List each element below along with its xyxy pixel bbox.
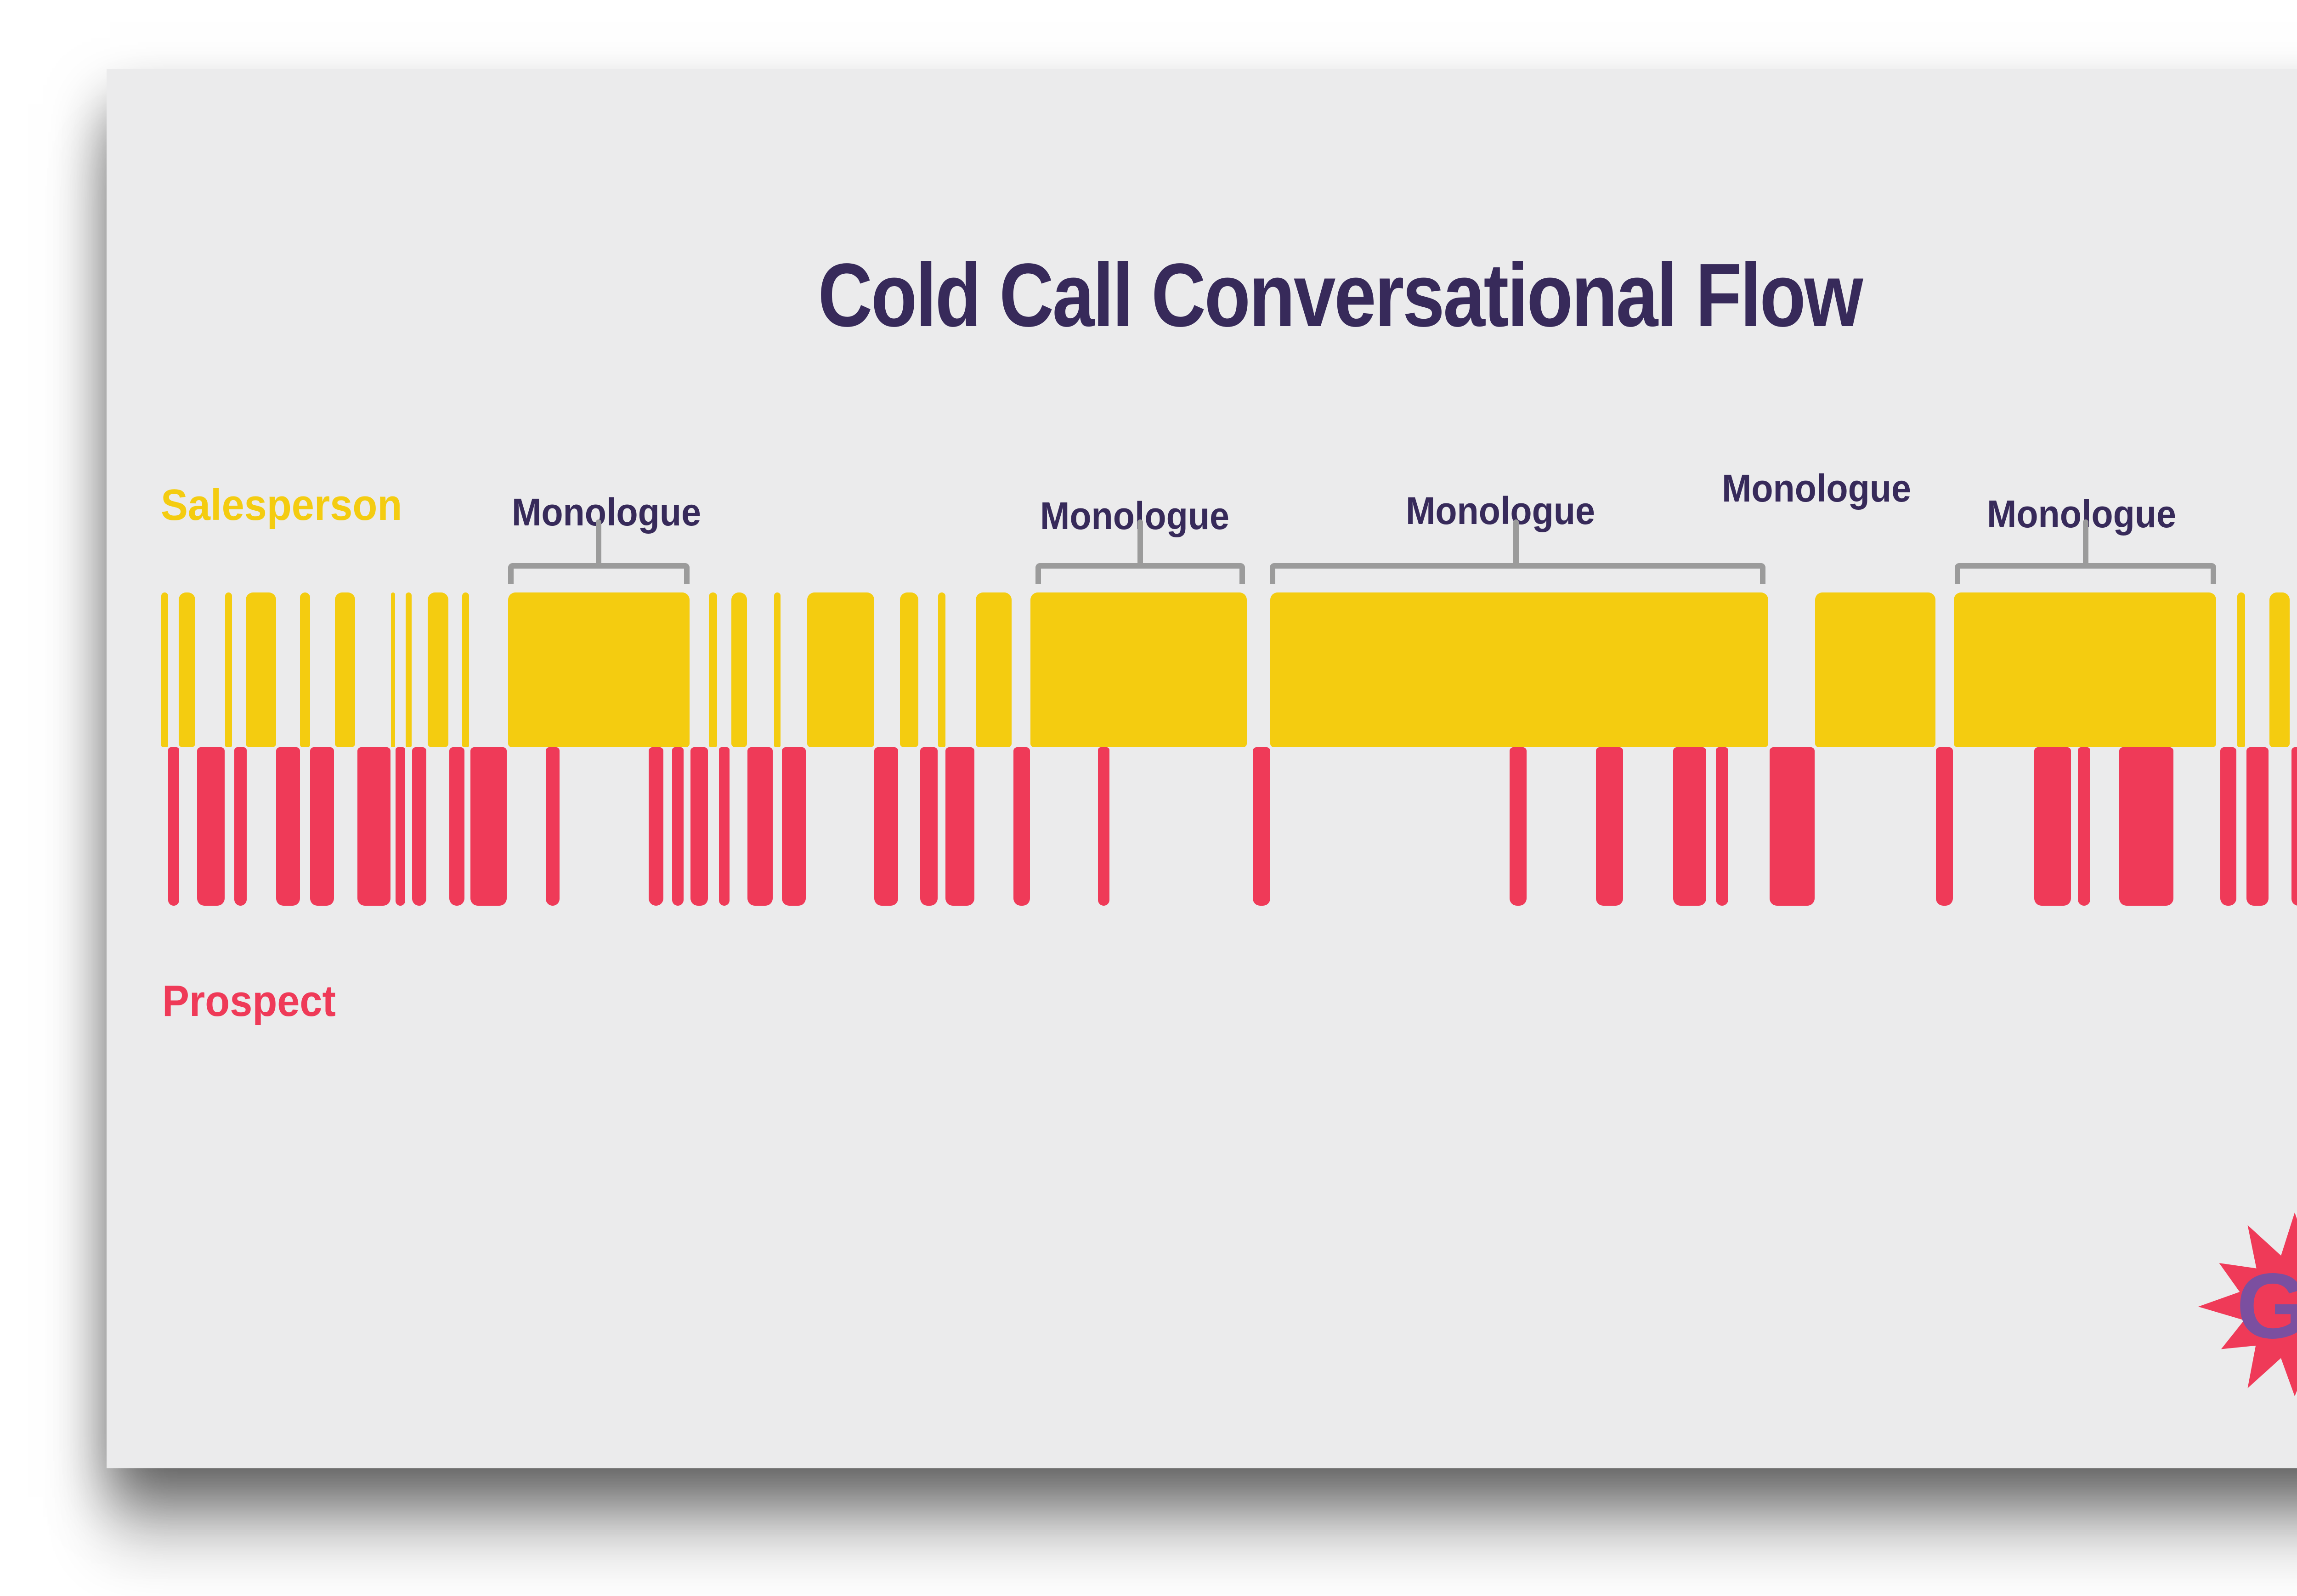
prospect-bar [357, 747, 390, 906]
salesperson-bar [508, 592, 690, 747]
prospect-label: Prospect [162, 976, 336, 1026]
prospect-bar [470, 747, 507, 906]
salesperson-bar [246, 592, 276, 747]
salesperson-bar [161, 592, 168, 747]
salesperson-bar [406, 592, 412, 747]
starburst-icon [2198, 1213, 2297, 1396]
prospect-bar [1716, 747, 1728, 906]
salesperson-label: Salesperson [161, 480, 402, 530]
prospect-bar [396, 747, 405, 906]
salesperson-bar [731, 592, 747, 747]
monologue-label: Monologue [511, 491, 702, 534]
prospect-bar [2291, 747, 2297, 906]
monologue-label: Monologue [1405, 489, 1595, 532]
prospect-bar [2034, 747, 2071, 906]
prospect-bar [1596, 747, 1623, 906]
monologue-bracket-stem [596, 519, 601, 569]
prospect-bar [2246, 747, 2269, 906]
salesperson-bar [225, 592, 232, 747]
gong-logo: GONG [2198, 1213, 2297, 1396]
prospect-bar [782, 747, 806, 906]
salesperson-bar [774, 592, 781, 747]
prospect-bar [874, 747, 898, 906]
prospect-bar [920, 747, 938, 906]
monologue-bracket-stem [2083, 519, 2088, 569]
prospect-bar [2078, 747, 2090, 906]
monologue-bracket-stem [1513, 519, 1519, 569]
monologue-label: Monologue [1986, 492, 2177, 536]
prospect-bar [1936, 747, 1953, 906]
prospect-bar [197, 747, 225, 906]
prospect-bar [546, 747, 560, 906]
salesperson-bar [900, 592, 918, 747]
prospect-bar [310, 747, 334, 906]
monologue-label: Monologue [1040, 494, 1230, 537]
gong-logo-text: GONG [2236, 1254, 2297, 1358]
monologue-label: Monologue [1721, 467, 1912, 510]
prospect-bar [1013, 747, 1030, 906]
salesperson-bar [335, 592, 355, 747]
salesperson-bar [807, 592, 874, 747]
salesperson-bar [179, 592, 195, 747]
prospect-bar [2119, 747, 2173, 906]
prospect-bar [690, 747, 708, 906]
salesperson-bar [709, 592, 717, 747]
salesperson-bar [1270, 592, 1768, 747]
prospect-bar [276, 747, 300, 906]
page-title: Cold Call Conversational Flow [818, 245, 1863, 345]
prospect-bar [945, 747, 974, 906]
prospect-bar [412, 747, 426, 906]
prospect-bar [1770, 747, 1815, 906]
salesperson-bar [462, 592, 469, 747]
salesperson-bar [2237, 592, 2245, 747]
salesperson-bar [1954, 592, 2216, 747]
prospect-bar [747, 747, 773, 906]
prospect-bar [168, 747, 179, 906]
prospect-bar [2220, 747, 2236, 906]
prospect-bar [1510, 747, 1527, 906]
salesperson-bar [938, 592, 945, 747]
prospect-bar [672, 747, 684, 906]
prospect-bar [649, 747, 663, 906]
monologue-bracket-stem [1137, 519, 1143, 569]
salesperson-bar [2269, 592, 2290, 747]
salesperson-bar [428, 592, 448, 747]
salesperson-bar [1030, 592, 1247, 747]
prospect-bar [1673, 747, 1706, 906]
salesperson-bar [300, 592, 310, 747]
salesperson-bar [391, 592, 395, 747]
salesperson-bar [976, 592, 1012, 747]
prospect-bar [234, 747, 247, 906]
prospect-bar [1098, 747, 1109, 906]
salesperson-bar [1815, 592, 1935, 747]
prospect-bar [1253, 747, 1270, 906]
prospect-bar [719, 747, 730, 906]
prospect-bar [449, 747, 464, 906]
